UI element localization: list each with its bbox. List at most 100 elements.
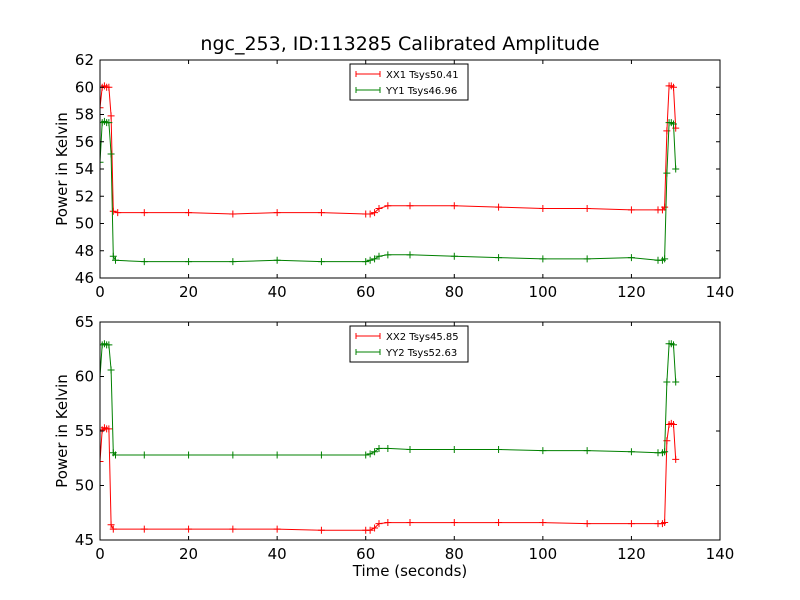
data-point [317,526,325,534]
data-point [539,447,547,455]
data-point [371,209,379,217]
data-point [114,209,122,217]
data-point [450,252,458,260]
data-point [672,378,680,386]
data-point [663,378,671,386]
series-line [100,85,677,215]
legend-label: YY2 Tsys52.63 [385,348,457,359]
data-point [661,203,669,211]
data-point [140,451,148,459]
y-tick-label: 46 [75,269,94,287]
data-point [539,519,547,527]
data-point [661,519,669,527]
x-tick-label: 40 [268,283,287,301]
data-point [375,520,383,528]
data-point [371,524,379,532]
series-1 [100,82,680,218]
x-tick-label: 140 [706,283,735,301]
data-point [495,254,503,262]
y-tick-label: 60 [75,368,94,386]
data-point [273,451,281,459]
legend-entry: YY1 Tsys46.96 [355,86,457,97]
data-point [406,519,414,527]
y-tick-label: 50 [75,215,94,233]
x-tick-label: 40 [268,545,287,563]
data-point [375,252,383,260]
y-tick-label: 65 [75,313,94,331]
data-point [112,256,119,264]
data-point [661,255,669,263]
legend-marker [355,349,381,355]
data-point [375,444,383,452]
data-point [384,251,392,259]
data-point [140,525,148,533]
data-point [366,210,374,218]
data-point [229,451,237,459]
data-point [384,444,392,452]
data-point [317,451,325,459]
legend-label: XX2 Tsys45.85 [386,332,459,343]
data-point [406,202,414,210]
data-point [663,169,671,177]
data-point [229,210,237,218]
data-point [273,525,281,533]
data-point [362,451,370,459]
data-point [366,256,374,264]
y-tick-label: 62 [75,51,94,69]
data-point [105,83,113,91]
data-point [627,206,635,214]
x-tick-label: 20 [179,545,198,563]
data-point [670,420,677,428]
data-point [371,448,379,456]
x-tick-label: 140 [706,545,735,563]
data-point [384,519,392,527]
data-point [495,519,503,527]
data-point [140,209,148,217]
data-point [539,255,547,263]
y-tick-label: 55 [75,422,94,440]
data-point [229,525,237,533]
data-point [317,209,325,217]
data-point [384,202,392,210]
data-point [107,366,115,374]
legend-label: YY1 Tsys46.96 [385,86,457,97]
panel-1: 0 20 40 60 80 100 120 140 46 48 50 52 54 56 58 60 62 Powe… [53,51,734,301]
legend-label: XX1 Tsys50.41 [386,70,459,81]
data-point [107,112,115,120]
data-point [406,446,414,454]
data-point [583,205,591,213]
data-point [107,521,115,529]
legend-entry: YY2 Tsys52.63 [355,348,457,359]
data-point [366,526,374,534]
data-point [583,447,591,455]
x-tick-label: 100 [529,545,558,563]
data-point [495,446,503,454]
data-point [672,455,680,463]
y-tick-label: 60 [75,78,94,96]
x-tick-label: 0 [95,545,105,563]
data-point [661,448,669,456]
data-point [105,341,113,349]
data-point [109,207,117,215]
data-point [375,205,383,213]
data-point [140,258,148,266]
data-point [366,450,374,458]
series-1 [100,419,680,534]
data-point [100,458,104,466]
x-tick-label: 60 [356,283,375,301]
data-point [670,341,677,349]
x-tick-label: 80 [445,545,464,563]
x-tick-label: 60 [356,545,375,563]
data-point [273,209,281,217]
legend-marker [355,87,381,93]
data-point [362,258,370,266]
data-point [185,258,193,266]
y-axis-label: Power in Kelvin [53,374,71,488]
data-point [450,446,458,454]
data-point [450,519,458,527]
data-point [185,451,193,459]
data-point [109,252,117,260]
data-point [670,83,677,91]
y-tick-label: 52 [75,187,94,205]
